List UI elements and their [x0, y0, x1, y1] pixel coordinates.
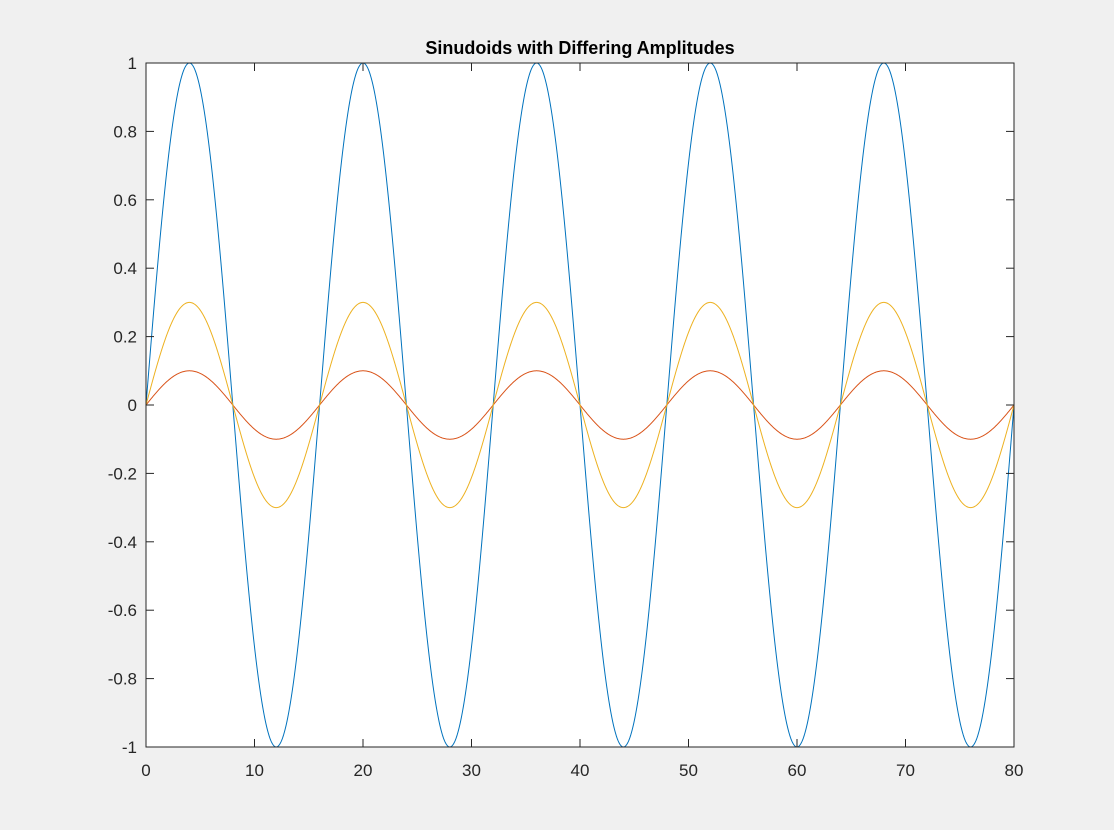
y-tick-label: 0 [128, 396, 137, 415]
x-tick-label: 80 [1005, 761, 1024, 780]
y-tick-label: 0.4 [113, 259, 137, 278]
x-tick-label: 0 [141, 761, 150, 780]
series-layer [145, 62, 1015, 748]
x-tick-label: 30 [462, 761, 481, 780]
y-tick-label: -0.2 [108, 464, 137, 483]
x-tick-label: 50 [679, 761, 698, 780]
x-tick-label: 20 [354, 761, 373, 780]
axes-box [145, 62, 1015, 748]
x-tick-label: 40 [571, 761, 590, 780]
y-tick-label: -0.8 [108, 670, 137, 689]
series-line-3 [145, 301, 1015, 509]
chart-title: Sinudoids with Differing Amplitudes [425, 38, 734, 58]
x-tick-label: 10 [245, 761, 264, 780]
x-tick-label: 60 [788, 761, 807, 780]
y-tick-label: -1 [122, 738, 137, 757]
y-tick-label: 0.8 [113, 122, 137, 141]
y-tick-labels: -1 -0.8 -0.6 -0.4 -0.2 0 0.2 0.4 0.6 0.8 1 [108, 54, 137, 757]
x-tick-labels: 0 10 20 30 40 50 60 70 80 [141, 761, 1023, 780]
y-tick-label: 0.6 [113, 191, 137, 210]
y-tick-label: -0.6 [108, 601, 137, 620]
y-tick-label: 0.2 [113, 328, 137, 347]
x-tick-label: 70 [896, 761, 915, 780]
y-tick-label: -0.4 [108, 533, 137, 552]
y-tick-label: 1 [128, 54, 137, 73]
